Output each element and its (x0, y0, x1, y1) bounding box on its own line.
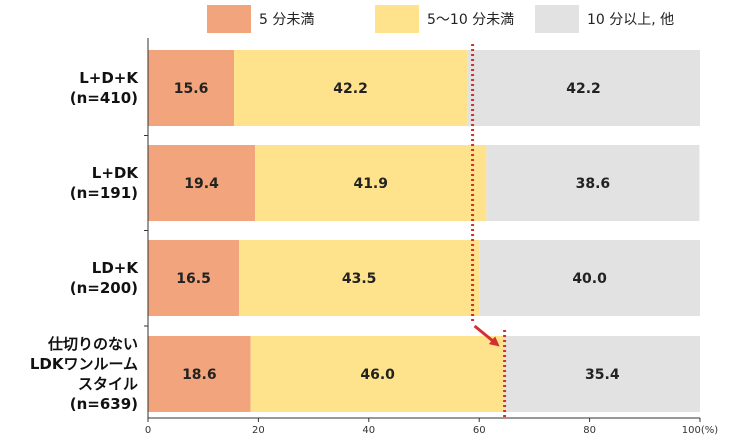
bar-segment (148, 240, 240, 316)
bar-value-label: 16.5 (176, 271, 211, 287)
x-tick-label: 60 (473, 425, 486, 436)
bar-value-label: 42.2 (333, 81, 368, 97)
bar-value-label: 42.2 (566, 81, 601, 97)
bar-value-label: 15.6 (174, 81, 209, 97)
bar-value-label: 18.6 (182, 367, 217, 383)
bar-value-label: 46.0 (360, 367, 395, 383)
x-tick-label: 40 (362, 425, 375, 436)
bar-segment (148, 336, 251, 412)
category-label: (n=191) (70, 184, 138, 202)
bar-segment (486, 145, 700, 221)
legend-swatch (375, 5, 419, 33)
legend: 5 分未満 5〜10 分未満 10 分以上, 他 (207, 5, 674, 33)
category-label: LDKワンルーム (30, 355, 138, 373)
bar-segment (479, 240, 700, 316)
bar-value-label: 41.9 (353, 176, 388, 192)
bar-segment (255, 145, 487, 221)
category-labels: L+D+K (n=410) L+DK (n=191) LD+K (n=200) 仕切りのない… (30, 69, 140, 413)
category-label: (n=200) (70, 279, 138, 297)
bar-segment (467, 50, 700, 126)
category-label: L+D+K (79, 69, 139, 87)
bar-value-label: 43.5 (342, 271, 377, 287)
bar-value-label: 38.6 (576, 176, 611, 192)
bars-group: 15.6 42.2 42.2 19.4 41.9 38.6 16.5 43.5 40.0 18.6… (148, 50, 700, 412)
category-label: (n=639) (70, 395, 138, 413)
bar-segment (148, 50, 235, 126)
bar-value-label: 19.4 (184, 176, 219, 192)
bar-segment (234, 50, 468, 126)
x-tick-label: 0 (145, 425, 151, 436)
legend-label: 5 分未満 (259, 12, 314, 28)
bar-segment (250, 336, 505, 412)
annotation (471, 44, 507, 418)
category-label: スタイル (78, 375, 138, 393)
bar-value-label: 35.4 (585, 367, 620, 383)
category-label: LD+K (92, 259, 140, 277)
legend-label: 10 分以上, 他 (587, 12, 674, 28)
bar-segment (239, 240, 480, 316)
category-label: 仕切りのない (47, 335, 138, 353)
x-tick-label: 80 (583, 425, 596, 436)
x-axis: 0 20 40 60 80 100(%) (144, 38, 718, 436)
legend-swatch (535, 5, 579, 33)
category-label: L+DK (92, 164, 140, 182)
legend-label: 5〜10 分未満 (427, 12, 514, 28)
bar-segment (504, 336, 700, 412)
x-tick-label: 20 (252, 425, 265, 436)
bar-segment (148, 145, 256, 221)
category-label: (n=410) (70, 89, 138, 107)
x-tick-label: 100(%) (682, 425, 718, 436)
arrow-icon (473, 324, 500, 347)
bar-value-label: 40.0 (572, 271, 607, 287)
legend-swatch (207, 5, 251, 33)
